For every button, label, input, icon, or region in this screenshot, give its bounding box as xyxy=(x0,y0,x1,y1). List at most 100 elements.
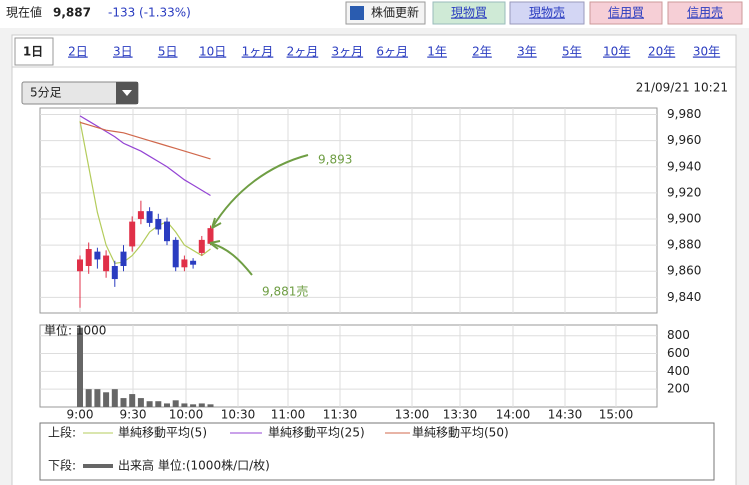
annotation: 9,881売 xyxy=(262,284,308,299)
x-tick-label: 10:00 xyxy=(169,408,204,422)
buttons: 株価更新 現物買 現物売 信用買 信用売 xyxy=(345,1,743,25)
candle-body xyxy=(190,260,197,265)
y-tick-label: 9,900 xyxy=(667,211,701,225)
timestamp: 21/09/21 10:21 xyxy=(636,81,728,95)
legend-label: 上段: xyxy=(48,425,76,440)
moving-average xyxy=(79,121,211,160)
arrow xyxy=(211,154,309,229)
tab[interactable]: 1年 xyxy=(427,45,447,59)
x-tick-label: 13:30 xyxy=(443,408,478,422)
x-tick-label: 11:30 xyxy=(323,408,358,422)
y-tick-label: 600 xyxy=(667,346,690,360)
y-tick-label: 9,960 xyxy=(667,133,701,147)
tab[interactable]: 5年 xyxy=(562,45,582,59)
y-tick-label: 400 xyxy=(667,364,690,378)
candle-body xyxy=(172,239,179,268)
candle-body xyxy=(155,218,162,230)
volume-bar xyxy=(129,394,136,407)
button-label[interactable]: 現物売 xyxy=(529,5,565,20)
arrow xyxy=(209,242,253,276)
button-label[interactable]: 信用買 xyxy=(608,6,644,20)
legend-box xyxy=(39,422,715,481)
price-label: 現在値 xyxy=(6,5,42,20)
candle-body xyxy=(129,221,136,247)
candle-body xyxy=(120,251,127,266)
tab[interactable]: 2ヶ月 xyxy=(287,45,319,59)
volume-unit: 単位: 1000 xyxy=(44,323,106,338)
y-tick-label: 9,980 xyxy=(667,107,701,121)
volume-bar xyxy=(77,327,83,407)
volume-bar xyxy=(103,392,110,407)
y-tick-label: 9,860 xyxy=(667,264,701,278)
candle-body xyxy=(207,228,214,244)
candle-body xyxy=(85,249,92,266)
button-label[interactable]: 株価更新 xyxy=(371,5,419,20)
volume-bar xyxy=(181,403,188,407)
candle-body xyxy=(94,251,101,260)
margin-sell-button[interactable] xyxy=(667,1,743,25)
x-tick-label: 9:30 xyxy=(120,408,147,422)
candle-body xyxy=(146,211,153,223)
tab[interactable]: 1ヶ月 xyxy=(242,45,274,59)
price: 9,887 xyxy=(53,6,91,20)
price-plot xyxy=(39,107,658,314)
refresh-icon xyxy=(350,6,364,20)
candle-body xyxy=(137,211,144,219)
volume-bar xyxy=(146,401,153,407)
volume-bar xyxy=(137,398,144,407)
selected-tab xyxy=(14,37,54,66)
volume-bar xyxy=(207,404,214,407)
x-tick-label: 14:00 xyxy=(496,408,531,422)
x-tick-label: 11:00 xyxy=(271,408,306,422)
moving-average xyxy=(79,120,211,265)
legend-entry: 単純移動平均(5) xyxy=(118,426,207,440)
tab[interactable]: 5日 xyxy=(158,45,178,59)
tab[interactable]: 2日 xyxy=(68,45,88,59)
tab[interactable]: 3年 xyxy=(517,45,537,59)
candle-body xyxy=(111,265,118,280)
y-tick-label: 9,840 xyxy=(667,290,701,304)
volume-bar xyxy=(164,403,170,407)
tab[interactable]: 1日 xyxy=(23,45,43,59)
x-tick-label: 13:00 xyxy=(395,408,430,422)
legend-label: 下段: xyxy=(48,458,76,473)
arrowhead xyxy=(209,240,221,250)
legend-entry: 単純移動平均(25) xyxy=(268,426,365,440)
x-tick-label: 9:00 xyxy=(67,408,94,422)
sell-button[interactable] xyxy=(509,1,585,25)
volume-bar xyxy=(94,389,101,407)
y-tick-label: 9,880 xyxy=(667,238,701,252)
refresh-button[interactable] xyxy=(345,1,426,25)
volume-bar xyxy=(172,400,179,407)
legend-entry: 出来高 単位:(1000株/口/枚) xyxy=(118,458,270,473)
volume-bar xyxy=(85,389,92,407)
volume-plot xyxy=(39,324,658,408)
buy-button[interactable] xyxy=(432,1,506,25)
y-tick-label: 9,940 xyxy=(667,159,701,173)
tab[interactable]: 30年 xyxy=(693,45,720,59)
select-arrow xyxy=(122,90,132,96)
tab[interactable]: 20年 xyxy=(648,45,675,59)
margin-buy-button[interactable] xyxy=(589,1,663,25)
tab[interactable]: 10年 xyxy=(603,45,630,59)
y-tick-label: 9,920 xyxy=(667,185,701,199)
volume-bar xyxy=(190,404,197,407)
tab[interactable]: 3日 xyxy=(113,45,133,59)
annotation: 9,893 xyxy=(318,153,352,167)
volume-bar xyxy=(111,389,118,407)
volume-bar xyxy=(155,401,162,407)
tab[interactable]: 2年 xyxy=(472,45,492,59)
x-tick-label: 14:30 xyxy=(548,408,583,422)
tab[interactable]: 6ヶ月 xyxy=(376,45,408,59)
volume-bar xyxy=(198,403,205,407)
button-label[interactable]: 現物買 xyxy=(451,6,487,20)
select-label[interactable]: 5分足 xyxy=(30,86,62,100)
candle-body xyxy=(164,221,170,242)
tab[interactable]: 10日 xyxy=(199,45,226,59)
tab[interactable]: 3ヶ月 xyxy=(331,45,363,59)
y-tick-label: 800 xyxy=(667,328,690,342)
candle-body xyxy=(103,255,110,272)
x-tick-label: 10:30 xyxy=(221,408,256,422)
button-label[interactable]: 信用売 xyxy=(687,5,723,20)
